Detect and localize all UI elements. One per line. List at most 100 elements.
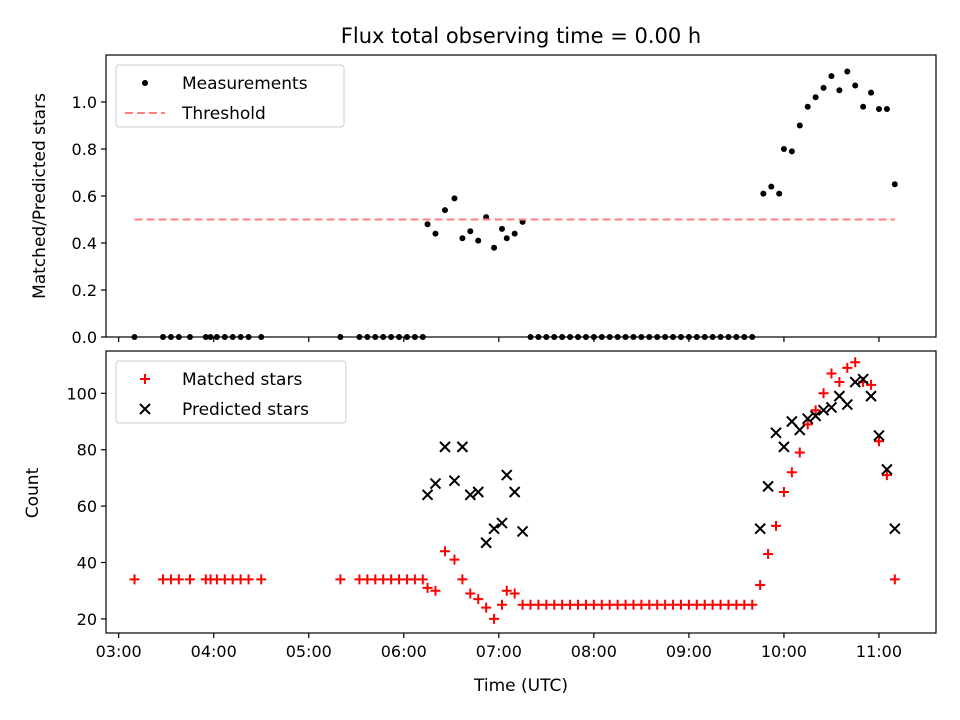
- x-axis-label: Time (UTC): [473, 676, 568, 696]
- measurement-point: [780, 146, 787, 152]
- measurement-point: [844, 68, 851, 75]
- matched-star-point: [129, 574, 140, 585]
- measurement-point: [883, 106, 890, 113]
- legend: Matched stars Predicted stars: [115, 360, 347, 424]
- matched-star-point: [802, 419, 813, 430]
- matched-star-point: [439, 546, 450, 557]
- y-tick-label: 0.6: [72, 187, 97, 206]
- matched-star-point: [818, 388, 829, 399]
- measurement-point: [828, 73, 835, 80]
- legend-marker-measurements: [142, 80, 148, 86]
- x-tick-label: 10:00: [761, 642, 807, 661]
- predicted-star-point: [825, 401, 838, 414]
- matched-star-point: [509, 588, 520, 599]
- matched-star-point: [449, 554, 460, 565]
- y-tick-label: 0.2: [72, 281, 97, 300]
- predicted-star-point: [817, 404, 830, 416]
- x-tick-label: 11:00: [856, 642, 902, 661]
- legend-label: Threshold: [181, 104, 266, 124]
- matched-star-point: [850, 357, 861, 368]
- predicted-star-point: [770, 427, 782, 439]
- matched-star-point: [763, 549, 774, 560]
- measurement-point: [424, 221, 431, 228]
- y-tick-label: 100: [66, 384, 97, 403]
- predicted-star-point: [889, 522, 901, 535]
- predicted-star-point: [754, 522, 766, 535]
- measurement-point: [475, 237, 482, 244]
- measurement-point: [459, 235, 466, 242]
- predicted-star-point: [516, 525, 529, 538]
- predicted-star-point: [873, 429, 885, 442]
- matched-star-point: [335, 574, 346, 585]
- bottom-y-axis-label: Count: [23, 467, 43, 518]
- series-measurements: [131, 68, 898, 340]
- legend-box: [115, 64, 345, 128]
- y-tick-label: 60: [77, 497, 97, 516]
- x-tick-label: 07:00: [476, 642, 522, 661]
- y-tick-label: 40: [77, 554, 97, 573]
- matched-star-point: [473, 594, 484, 605]
- matched-star-point: [417, 574, 428, 585]
- matched-star-point: [771, 520, 782, 531]
- x-tick-label: 04:00: [191, 642, 237, 661]
- matched-star-point: [834, 377, 845, 388]
- measurement-point: [441, 207, 448, 214]
- measurement-point: [760, 190, 767, 197]
- matched-star-point: [243, 574, 254, 585]
- x-tick-label: 09:00: [666, 642, 712, 661]
- matched-star-point: [501, 585, 512, 596]
- legend-label: Predicted stars: [182, 400, 309, 420]
- predicted-star-point: [841, 398, 854, 411]
- matched-star-point: [810, 405, 821, 416]
- predicted-star-point: [464, 489, 477, 501]
- predicted-star-point: [501, 469, 513, 481]
- predicted-star-point: [456, 441, 469, 453]
- measurement-point: [812, 94, 819, 101]
- predicted-star-point: [480, 537, 492, 549]
- bottom-axes: 20 40 60 80 100 03:00 04:00 05:00 06:00 07:00 08:0…: [66, 350, 937, 661]
- x-tick-label: 06:00: [381, 642, 427, 661]
- measurement-point: [875, 106, 882, 113]
- predicted-star-point: [448, 475, 461, 487]
- matched-star-point: [881, 470, 892, 481]
- measurement-point: [776, 190, 783, 197]
- measurement-point: [868, 89, 875, 96]
- matched-star-point: [786, 467, 797, 478]
- predicted-star-point: [794, 424, 806, 436]
- matched-star-point: [873, 436, 884, 447]
- predicted-star-point: [439, 441, 451, 453]
- matched-star-point: [481, 602, 492, 613]
- legend-box: [115, 360, 347, 424]
- y-tick-label: 0.0: [72, 328, 97, 347]
- top-y-axis-label: Matched/Predicted stars: [30, 93, 50, 299]
- matched-star-point: [173, 574, 184, 585]
- measurement-point: [860, 103, 867, 110]
- predicted-star-point: [865, 390, 877, 402]
- measurement-point: [891, 181, 898, 188]
- predicted-star-point: [778, 441, 790, 453]
- measurement-point: [852, 82, 859, 89]
- matched-star-point: [457, 574, 468, 585]
- x-tick-label: 05:00: [286, 642, 332, 661]
- measurement-point: [451, 195, 458, 202]
- x-tick-label: 08:00: [571, 642, 617, 661]
- measurement-point: [768, 183, 775, 190]
- predicted-star-point: [429, 477, 442, 490]
- matched-star-point: [778, 487, 789, 497]
- measurement-point: [432, 230, 439, 237]
- x-tick-label: 03:00: [96, 642, 142, 661]
- y-tick-label: 0.4: [72, 234, 97, 253]
- series-predicted-stars: [421, 373, 901, 549]
- predicted-star-point: [809, 410, 822, 422]
- legend-label: Matched stars: [182, 370, 302, 390]
- predicted-star-point: [472, 486, 484, 498]
- matched-star-point: [496, 599, 507, 610]
- matched-star-point: [465, 588, 476, 599]
- measurement-point: [804, 103, 811, 110]
- matched-star-point: [755, 580, 766, 591]
- measurement-point: [836, 87, 843, 94]
- predicted-star-point: [488, 522, 500, 535]
- chart-title: Flux total observing time = 0.00 h: [341, 24, 701, 48]
- legend-label: Measurements: [182, 74, 308, 94]
